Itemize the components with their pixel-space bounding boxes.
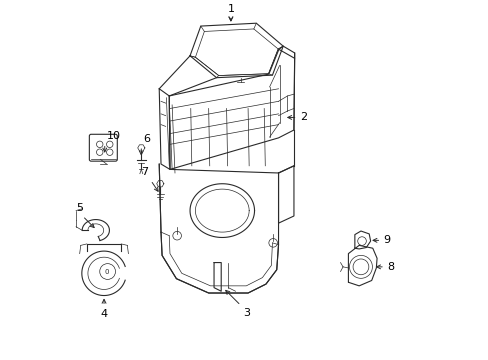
Text: 6: 6 (143, 134, 150, 144)
Text: 0: 0 (104, 269, 109, 275)
Text: 1: 1 (227, 4, 234, 14)
Text: 7: 7 (141, 167, 147, 177)
Text: 10: 10 (107, 131, 121, 141)
Text: 8: 8 (386, 262, 393, 272)
Text: 3: 3 (242, 308, 249, 318)
Text: 2: 2 (300, 112, 306, 122)
Text: 4: 4 (100, 309, 107, 319)
Text: 5: 5 (76, 203, 83, 213)
Text: 9: 9 (383, 235, 390, 246)
